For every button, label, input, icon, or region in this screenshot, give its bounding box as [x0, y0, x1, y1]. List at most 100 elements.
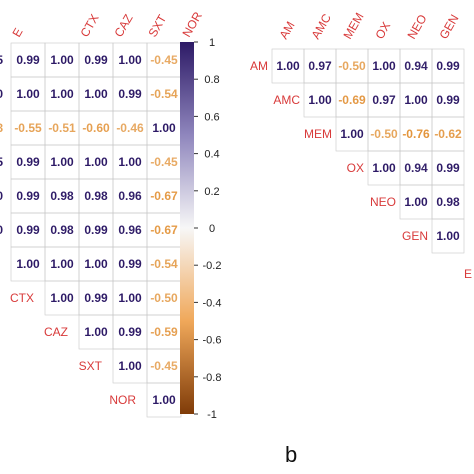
cell-value: 0.97	[308, 59, 332, 73]
cell-value: 0.94	[404, 59, 428, 73]
cell-value: 1.00	[84, 155, 108, 169]
cell-value: -0.50	[370, 127, 398, 141]
cell-value-partial: 0	[0, 189, 3, 203]
colorbar-tick-label: 0.4	[204, 149, 219, 161]
cell-value: 0.94	[404, 161, 428, 175]
cell-value: 0.97	[372, 93, 396, 107]
cell-value: 1.00	[118, 155, 142, 169]
cell-value: 1.00	[404, 93, 428, 107]
col-label-ox: OX	[372, 19, 393, 41]
row-label-ctx: CTX	[10, 291, 34, 305]
col-label-mem: MEM	[340, 10, 366, 41]
cell-value: 0.99	[16, 53, 40, 67]
cell-value: 0.98	[50, 223, 74, 237]
cell-value: 0.99	[118, 325, 142, 339]
cell-value: 0.99	[16, 189, 40, 203]
row-label-caz: CAZ	[44, 325, 68, 339]
cell-value: -0.62	[434, 127, 462, 141]
colorbar-tick-label: -0.4	[203, 297, 222, 309]
cell-value: 0.99	[16, 223, 40, 237]
colorbar-tick-label: 0	[209, 223, 215, 235]
col-label-am: AM	[276, 19, 297, 42]
cell-value: 0.98	[84, 189, 108, 203]
row-label-ox: OX	[347, 161, 364, 175]
cell-value: 0.99	[84, 223, 108, 237]
cell-value: 1.00	[372, 59, 396, 73]
colorbar-tick-label: 1	[209, 37, 215, 49]
cell-value: -0.59	[150, 325, 178, 339]
cell-value: 0.99	[84, 53, 108, 67]
colorbar: 1 0.8 0.6 0.4 0.2 0 -0.2 -0.4 -0.6 -0.8 -1	[180, 37, 221, 421]
col-label-ctx: CTX	[77, 12, 101, 40]
cell-value-partial: 0	[0, 223, 3, 237]
cell-value: 1.00	[50, 155, 74, 169]
colorbar-tick-label: -0.6	[203, 335, 222, 347]
cell-value-partial: 5	[0, 53, 3, 67]
cell-value: 0.99	[16, 155, 40, 169]
cell-value: 1.00	[16, 87, 40, 101]
cell-value: 0.99	[436, 93, 460, 107]
row-label-mem: MEM	[304, 127, 332, 141]
cell-value: 0.98	[50, 189, 74, 203]
cell-value-partial: 0	[0, 87, 3, 101]
cell-value: 1.00	[50, 87, 74, 101]
col-label-neo: NEO	[404, 12, 429, 42]
col-label-sxt: SXT	[145, 12, 169, 40]
cell-value: -0.76	[402, 127, 430, 141]
colorbar-gradient	[180, 42, 194, 414]
row-label-nor: NOR	[109, 393, 136, 407]
cell-value: -0.45	[150, 359, 178, 373]
cell-value: 0.96	[118, 189, 142, 203]
heatmap-cell	[431, 218, 465, 254]
row-label-amc: AMC	[273, 93, 300, 107]
cell-value: -0.54	[150, 257, 178, 271]
cell-value: 1.00	[118, 359, 142, 373]
cell-value: -0.51	[48, 121, 76, 135]
colorbar-tick-label: -0.8	[203, 372, 222, 384]
row-label-sxt: SXT	[79, 359, 103, 373]
cell-value: 0.99	[118, 87, 142, 101]
cell-value: -0.50	[338, 59, 366, 73]
cell-value: -0.45	[150, 53, 178, 67]
cell-value: 0.96	[118, 223, 142, 237]
cell-value: 1.00	[50, 53, 74, 67]
cell-value: -0.55	[14, 121, 42, 135]
cell-value: 0.99	[436, 161, 460, 175]
cell-value: 1.00	[152, 393, 176, 407]
colorbar-tick-label: 0.8	[204, 74, 219, 86]
col-label-e: E	[9, 26, 25, 40]
col-label-gen: GEN	[436, 12, 461, 42]
cell-value: -0.50	[150, 291, 178, 305]
col-label-amc: AMC	[308, 11, 334, 41]
cell-value: -0.54	[150, 87, 178, 101]
cell-value: 1.00	[152, 121, 176, 135]
cell-value: 1.00	[50, 291, 74, 305]
cell-value: 1.00	[50, 257, 74, 271]
cell-value: 1.00	[84, 87, 108, 101]
row-label-am: AM	[250, 59, 268, 73]
row-label-partial: E	[464, 267, 472, 281]
colorbar-tick-label: -0.2	[203, 260, 222, 272]
cell-value-partial: 8	[0, 121, 3, 135]
cell-value: -0.67	[150, 223, 178, 237]
cell-value: 1.00	[308, 93, 332, 107]
cell-value: 1.00	[118, 53, 142, 67]
panel-label-b: b	[285, 442, 297, 467]
cell-value: 1.00	[118, 291, 142, 305]
cell-value: 0.99	[436, 59, 460, 73]
cell-value: 1.00	[372, 161, 396, 175]
cell-value: 0.98	[436, 195, 460, 209]
cell-value: 1.00	[84, 325, 108, 339]
row-label-gen: GEN	[402, 229, 428, 243]
cell-value: -0.69	[338, 93, 366, 107]
cell-value: -0.46	[116, 121, 144, 135]
panel-a-heatmap: E CTX CAZ SXT NOR 5 0.99 1.00 0.99 1.00 -0.45 0 1.00…	[0, 9, 205, 418]
col-label-caz: CAZ	[111, 12, 135, 40]
cell-value-partial: 5	[0, 155, 3, 169]
colorbar-tick-label: -1	[207, 409, 217, 421]
cell-value: 1.00	[16, 257, 40, 271]
col-label-nor: NOR	[179, 9, 205, 39]
